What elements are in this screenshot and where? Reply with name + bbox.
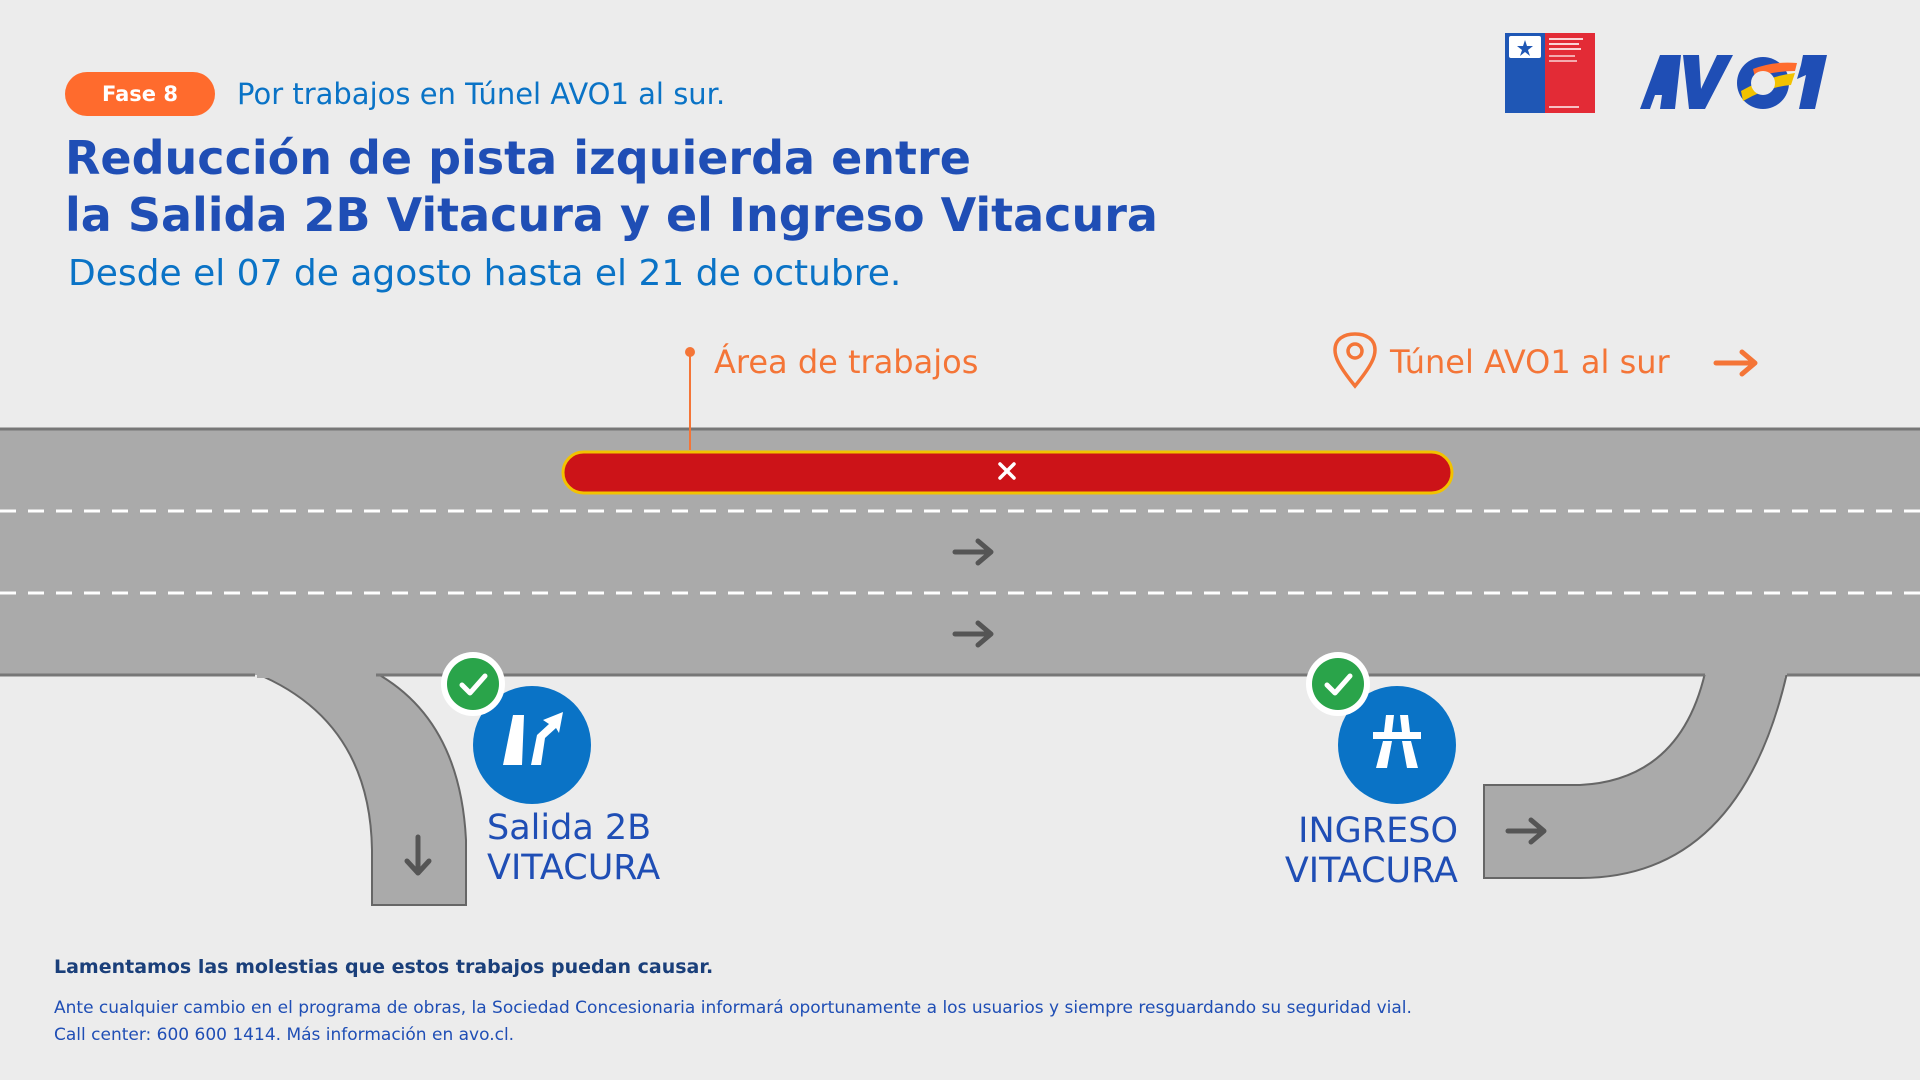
- arrow-right-icon: [952, 538, 994, 566]
- tunnel-label: Túnel AVO1 al sur: [1390, 343, 1670, 381]
- footer-info-line-1: Ante cualquier cambio en el programa de …: [54, 998, 1412, 1018]
- government-logo: [1505, 33, 1595, 113]
- phase-badge: Fase 8: [65, 72, 215, 116]
- highway-exit-icon: [473, 686, 591, 804]
- footer-info-line-2: Call center: 600 600 1414. Más informaci…: [54, 1025, 515, 1045]
- exit-label-line-2: VITACURA: [487, 848, 661, 888]
- date-range: Desde el 07 de agosto hasta el 21 de oct…: [68, 253, 902, 294]
- title-line-2: la Salida 2B Vitacura y el Ingreso Vitac…: [65, 188, 1158, 242]
- entry-label-line-1: INGRESO: [1298, 811, 1458, 851]
- arrow-right-icon: [1505, 817, 1547, 845]
- check-icon: [1306, 652, 1370, 716]
- apology-text: Lamentamos las molestias que estos traba…: [54, 956, 714, 978]
- close-x-icon: [998, 462, 1016, 480]
- works-area-label: Área de trabajos: [714, 343, 979, 381]
- road-diagram: [0, 332, 1920, 906]
- arrow-down-icon: [404, 834, 432, 876]
- footer-info: Ante cualquier cambio en el programa de …: [54, 995, 1654, 1049]
- entry-label-line-2: VITACURA: [1284, 851, 1458, 891]
- check-icon: [441, 652, 505, 716]
- avo1-logo: [1640, 55, 1827, 109]
- arrow-right-icon: [1713, 349, 1758, 377]
- exit-ramp: [254, 672, 467, 906]
- entry-ramp: [1483, 672, 1789, 879]
- works-pointer-dot: [685, 347, 695, 357]
- exit-label-line-1: Salida 2B: [487, 808, 652, 848]
- entry-label: INGRESO VITACURA: [1230, 811, 1458, 891]
- arrow-right-icon: [952, 620, 994, 648]
- page-title: Reducción de pista izquierda entre la Sa…: [65, 130, 1365, 244]
- location-pin-icon: [1333, 332, 1377, 389]
- logos: [1505, 33, 1827, 113]
- highway-entry-icon: [1338, 686, 1456, 804]
- phase-note: Por trabajos en Túnel AVO1 al sur.: [237, 77, 726, 111]
- title-line-1: Reducción de pista izquierda entre: [65, 131, 971, 185]
- exit-label: Salida 2B VITACURA: [487, 808, 660, 888]
